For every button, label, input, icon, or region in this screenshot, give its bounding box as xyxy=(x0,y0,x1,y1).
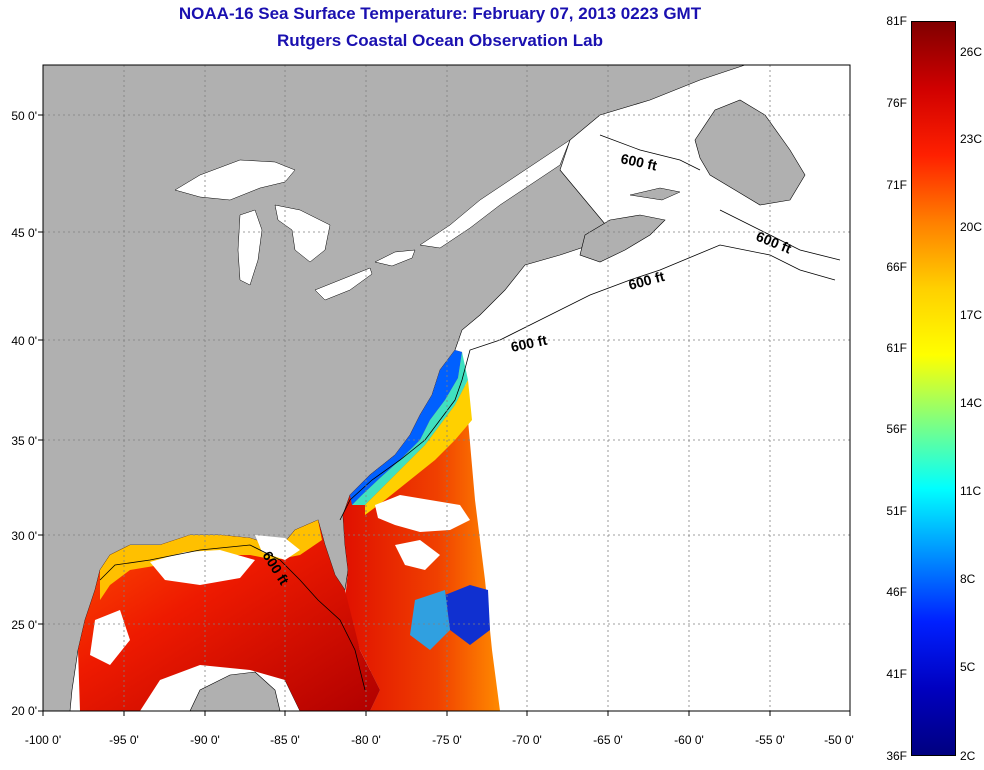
gulf-cloud xyxy=(255,535,300,560)
lon-label: -90 0' xyxy=(190,733,220,747)
gulf-cloud xyxy=(150,550,255,585)
lon-label: -50 0' xyxy=(824,733,854,747)
colorbar-f-label: 81F xyxy=(886,14,907,28)
cloud-patch xyxy=(395,540,440,570)
lat-label: 25 0' xyxy=(11,618,37,632)
colorbar-f-label: 41F xyxy=(886,667,907,681)
colorbar-c-label: 23C xyxy=(960,132,983,146)
colorbar-c-label: 26C xyxy=(960,45,983,59)
anticosti xyxy=(629,187,681,201)
colorbar-f-label: 46F xyxy=(886,585,907,599)
colorbar-f-label: 76F xyxy=(886,96,907,110)
colorbar-c-label: 14C xyxy=(960,396,983,410)
lake-huron xyxy=(274,204,331,263)
lat-label: 20 0' xyxy=(11,704,37,718)
colorbar-c-label: 17C xyxy=(960,308,983,322)
sst-cold-patch xyxy=(445,585,490,645)
lat-label: 45 0' xyxy=(11,226,37,240)
newfoundland xyxy=(694,99,806,206)
gulf-coastal-yellow xyxy=(100,520,322,600)
map-subtitle: Rutgers Coastal Ocean Observation Lab xyxy=(277,31,603,50)
lon-label: -95 0' xyxy=(109,733,139,747)
lon-label: -65 0' xyxy=(593,733,623,747)
colorbar-c-label: 20C xyxy=(960,220,983,234)
sst-coastal-cold xyxy=(350,350,462,505)
colorbar-c-label: 11C xyxy=(960,484,982,498)
sst-coastal-warm xyxy=(365,380,472,515)
lat-label: 40 0' xyxy=(11,334,37,348)
colorbar-f-label: 61F xyxy=(886,341,907,355)
lat-label: 35 0' xyxy=(11,434,37,448)
colorbar-c-label: 2C xyxy=(960,749,976,763)
lat-label: 30 0' xyxy=(11,529,37,543)
cloud-patch xyxy=(375,495,470,532)
lon-label: -75 0' xyxy=(432,733,462,747)
colorbar-f-label: 51F xyxy=(886,504,907,518)
lake-ontario xyxy=(374,249,416,267)
depth-contour-600ft xyxy=(99,134,841,691)
lon-label: -60 0' xyxy=(674,733,704,747)
lon-label: -55 0' xyxy=(755,733,785,747)
lake-michigan xyxy=(237,209,263,286)
lat-label: 50 0' xyxy=(11,109,37,123)
colorbar-f-label: 56F xyxy=(886,422,907,436)
colorbar-c-label: 8C xyxy=(960,572,976,586)
colorbar xyxy=(911,21,956,756)
map-title: NOAA-16 Sea Surface Temperature: Februar… xyxy=(178,4,702,23)
lon-label: -100 0' xyxy=(24,733,62,747)
sst-mixed-patch xyxy=(410,590,450,650)
colorbar-f-label: 71F xyxy=(886,178,907,192)
sst-gulf xyxy=(78,520,380,711)
lon-label: -70 0' xyxy=(512,733,542,747)
colorbar-f-label: 36F xyxy=(886,749,907,763)
lon-label: -80 0' xyxy=(351,733,381,747)
contour-label: 600 ft xyxy=(619,150,658,173)
st-lawrence xyxy=(419,139,571,249)
colorbar-c-label: 5C xyxy=(960,660,976,674)
lake-erie xyxy=(314,267,373,301)
nova-scotia xyxy=(579,214,666,263)
colorbar-f-label: 66F xyxy=(886,260,907,274)
lon-label: -85 0' xyxy=(270,733,300,747)
contour-label: 600 ft xyxy=(509,332,548,355)
